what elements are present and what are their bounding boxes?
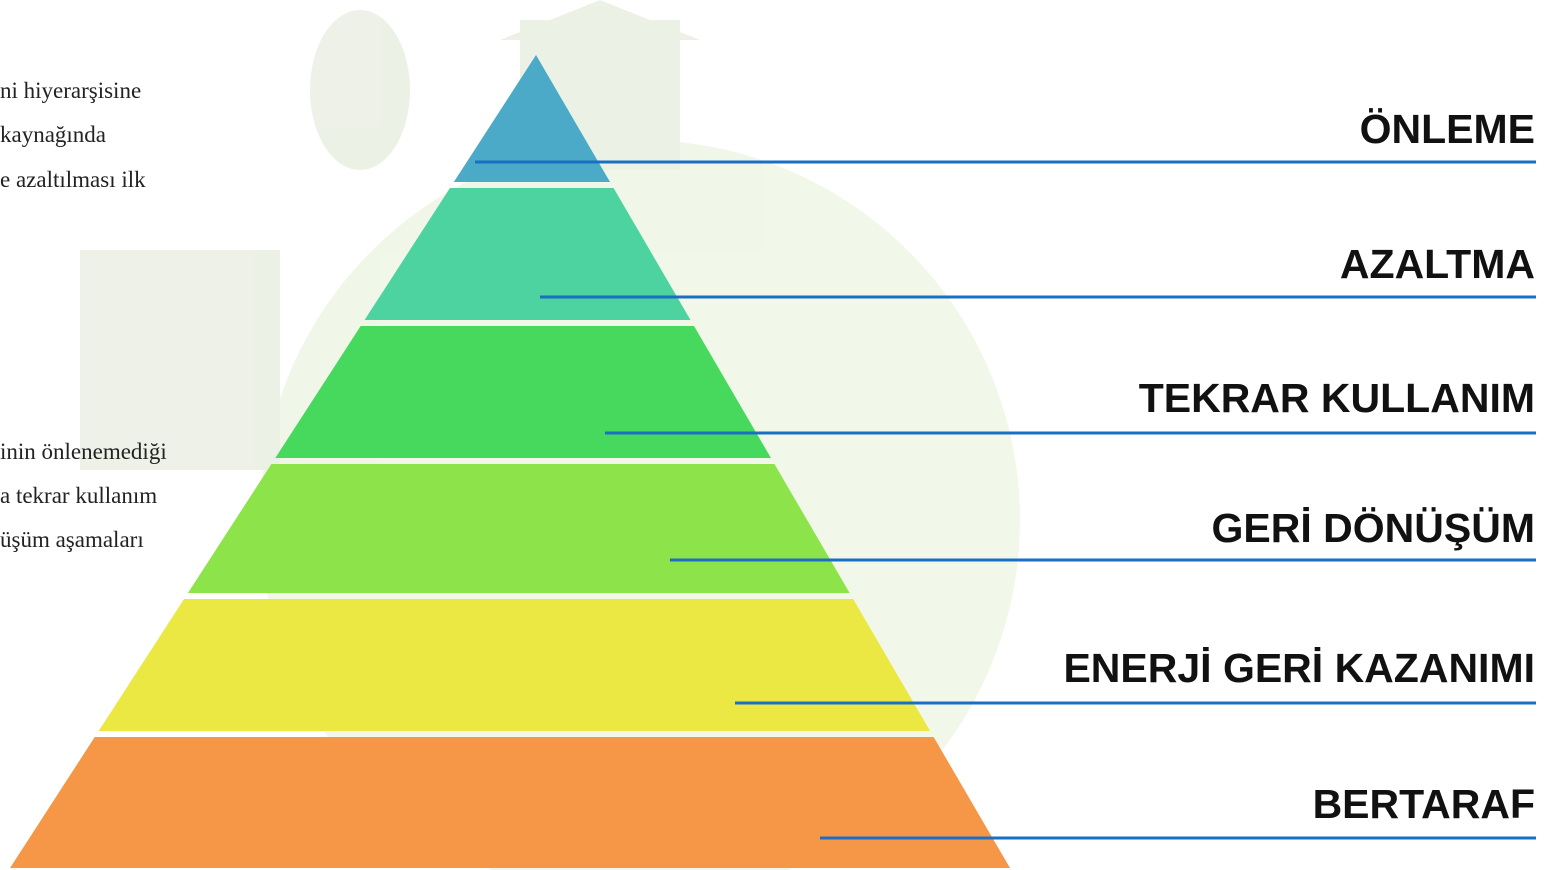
pyramid-level <box>98 599 931 731</box>
level-label: AZALTMA <box>1340 241 1535 287</box>
side-text: a tekrar kullanım <box>0 483 157 508</box>
side-text: ni hiyerarşisine <box>0 78 141 103</box>
pyramid-level <box>10 737 1010 868</box>
pyramid-level <box>275 326 771 458</box>
side-text: kaynağında <box>0 122 106 147</box>
level-label: TEKRAR KULLANIM <box>1139 375 1535 421</box>
side-text: e azaltılması ilk <box>0 167 146 192</box>
pyramid-level <box>187 464 850 593</box>
side-text: üşüm aşamaları <box>0 527 144 552</box>
level-label: GERİ DÖNÜŞÜM <box>1212 505 1535 551</box>
level-label: ENERJİ GERİ KAZANIMI <box>1063 645 1535 691</box>
pyramid-level <box>453 55 611 182</box>
level-label: BERTARAF <box>1313 781 1535 827</box>
side-text: inin önlenemediği <box>0 439 167 464</box>
level-label: ÖNLEME <box>1360 106 1535 152</box>
pyramid-level <box>364 188 691 320</box>
